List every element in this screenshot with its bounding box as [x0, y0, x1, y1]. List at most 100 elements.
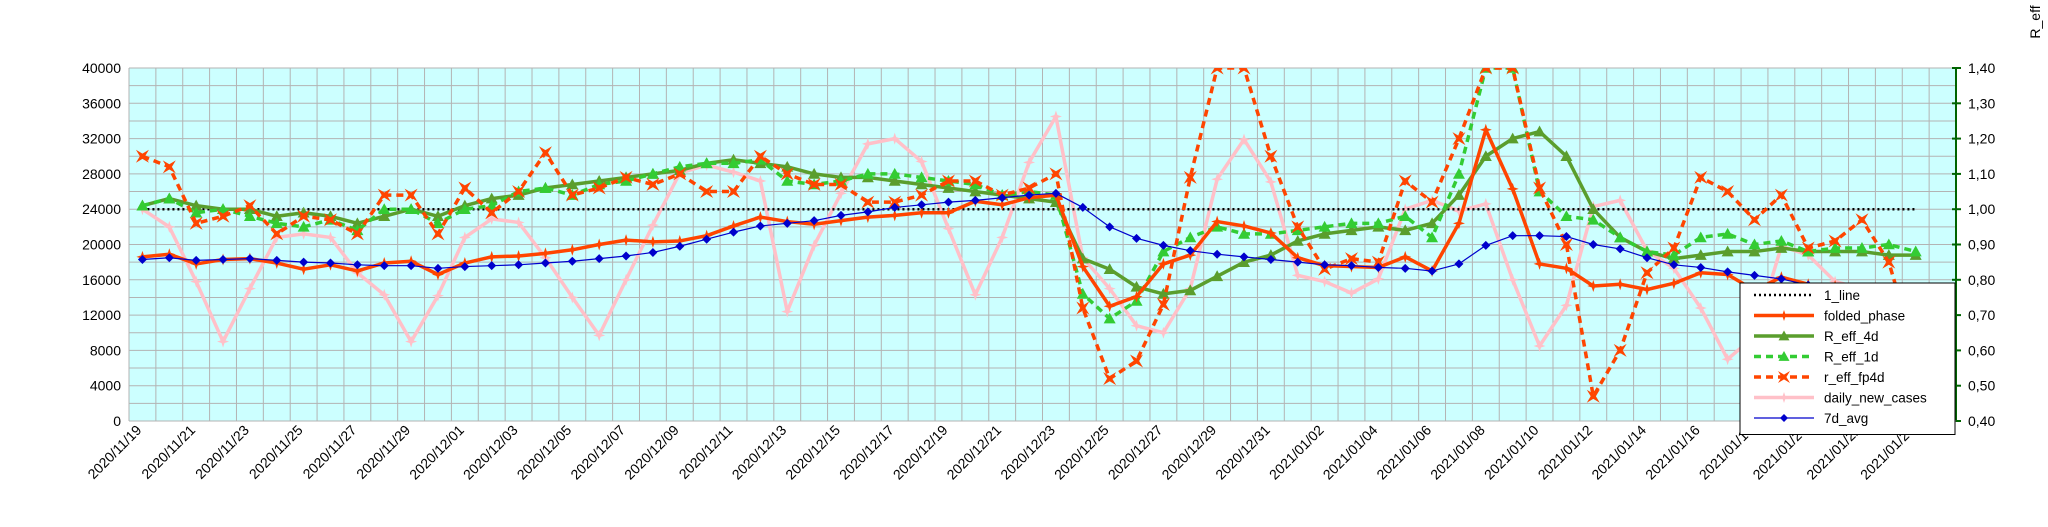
- data-point-r_eff_fp4d: [673, 167, 687, 181]
- data-point-r_eff_fp4d: [1506, 68, 1520, 75]
- data-point-daily_new_cases: [566, 291, 579, 304]
- data-point-7d_avg: [1481, 240, 1491, 250]
- data-point-7d_avg: [1696, 262, 1706, 272]
- x-tick-label: 2020/12/11: [676, 422, 736, 482]
- data-point-R_eff_1d: [539, 182, 552, 193]
- data-point-7d_avg: [1669, 260, 1679, 270]
- data-point-daily_new_cases: [1345, 287, 1358, 300]
- data-point-R_eff_1d: [1238, 227, 1251, 239]
- data-point-r_eff_fp4d: [162, 160, 176, 174]
- x-tick-label: 2020/12/01: [406, 422, 467, 483]
- data-point-folded_phase: [1452, 217, 1465, 230]
- data-point-R_eff_1d: [1641, 245, 1654, 257]
- data-point-folded_phase: [942, 206, 955, 219]
- data-point-7d_avg: [1588, 240, 1598, 249]
- data-point-R_eff_1d: [378, 203, 391, 214]
- data-point-daily_new_cases: [270, 231, 283, 244]
- data-point-7d_avg: [1642, 253, 1652, 263]
- legend-marker-folded_phase: [1778, 310, 1790, 321]
- legend-label: R_eff_4d: [1824, 329, 1879, 344]
- data-point-R_eff_4d: [431, 210, 444, 222]
- data-point-daily_new_cases: [1721, 353, 1734, 366]
- x-tick-label: 2021/01/10: [1481, 422, 1542, 483]
- data-point-folded_phase: [1238, 219, 1251, 232]
- right-axis-tick-label: 0,50: [1968, 378, 1995, 394]
- data-point-R_eff_4d: [485, 192, 498, 204]
- data-point-r_eff_fp4d: [538, 146, 552, 160]
- data-point-R_eff_4d: [1399, 224, 1412, 236]
- data-point-folded_phase: [512, 249, 525, 262]
- data-point-R_eff_1d: [1318, 220, 1331, 232]
- data-point-r_eff_fp4d: [592, 181, 606, 195]
- data-point-daily_new_cases: [1694, 302, 1707, 315]
- data-point-R_eff_1d: [1399, 210, 1412, 222]
- data-point-7d_avg: [1024, 190, 1034, 200]
- data-point-R_eff_1d: [190, 206, 203, 218]
- data-point-daily_new_cases: [727, 166, 740, 179]
- series-daily_new_cases: [136, 110, 1922, 396]
- data-point-folded_phase: [996, 198, 1009, 211]
- data-point-R_eff_1d: [1076, 287, 1089, 299]
- data-point-r_eff_fp4d: [297, 209, 311, 223]
- data-point-R_eff_4d: [1452, 189, 1465, 200]
- legend-entry: R_eff_1d: [1754, 350, 1879, 365]
- x-tick-label: 2020/11/27: [299, 422, 359, 482]
- data-point-R_eff_4d: [1533, 125, 1546, 137]
- data-point-folded_phase: [673, 234, 686, 247]
- data-point-7d_avg: [1185, 246, 1195, 256]
- x-tick-label: 2021/01/12: [1535, 422, 1596, 483]
- data-point-daily_new_cases: [163, 220, 176, 233]
- data-point-r_eff_fp4d: [1882, 255, 1896, 269]
- data-point-r_eff_fp4d: [700, 185, 714, 199]
- x-tick-label: 2020/12/03: [460, 422, 521, 483]
- x-tick-label: 2021/01/04: [1320, 422, 1381, 483]
- data-point-daily_new_cases: [1506, 273, 1519, 286]
- data-point-r_eff_fp4d: [377, 188, 391, 202]
- data-point-R_eff_1d: [700, 157, 713, 169]
- x-tick-label: 2021/01/06: [1373, 422, 1434, 483]
- data-point-R_eff_4d: [1479, 150, 1492, 162]
- data-point-r_eff_fp4d: [350, 227, 364, 241]
- data-point-daily_new_cases: [1049, 110, 1062, 123]
- data-point-folded_phase: [1560, 262, 1573, 275]
- data-point-7d_avg: [567, 256, 577, 266]
- data-point-R_eff_1d: [1587, 213, 1600, 225]
- data-point-daily_new_cases: [808, 239, 821, 252]
- data-point-folded_phase: [593, 238, 606, 251]
- legend-box: [1739, 282, 1956, 435]
- data-point-R_eff_1d: [1452, 167, 1465, 179]
- legend-marker-daily_new_cases: [1778, 392, 1790, 403]
- data-point-7d_avg: [917, 200, 927, 210]
- data-point-7d_avg: [1508, 231, 1518, 241]
- data-point-R_eff_4d: [915, 178, 928, 190]
- data-point-folded_phase: [1641, 283, 1654, 296]
- data-point-daily_new_cases: [431, 289, 444, 302]
- data-point-7d_avg: [1373, 262, 1383, 272]
- data-point-r_eff_fp4d: [1049, 167, 1063, 181]
- data-point-7d_avg: [782, 218, 792, 228]
- data-point-daily_new_cases: [1372, 272, 1385, 285]
- data-point-daily_new_cases: [593, 329, 606, 342]
- data-point-folded_phase: [1130, 290, 1143, 303]
- data-point-r_eff_fp4d: [780, 167, 794, 181]
- left-axis-tick-label: 12000: [82, 307, 121, 323]
- data-point-R_eff_1d: [136, 199, 149, 211]
- data-point-R_eff_1d: [1426, 231, 1439, 243]
- data-point-r_eff_fp4d: [1183, 170, 1197, 184]
- data-point-7d_avg: [326, 258, 336, 268]
- data-point-folded_phase: [566, 243, 579, 256]
- data-point-r_eff_fp4d: [1022, 181, 1036, 195]
- data-point-folded_phase: [727, 219, 740, 232]
- data-point-R_eff_1d: [727, 157, 740, 169]
- data-point-7d_avg: [648, 247, 658, 257]
- data-point-R_eff_4d: [566, 178, 579, 190]
- data-point-R_eff_1d: [270, 217, 283, 229]
- data-point-daily_new_cases: [1399, 203, 1412, 216]
- data-point-r_eff_fp4d: [458, 181, 472, 195]
- data-point-R_eff_1d: [1829, 242, 1842, 253]
- data-point-7d_avg: [890, 202, 900, 212]
- data-point-R_eff_4d: [1345, 224, 1358, 236]
- x-tick-label: 2020/12/31: [1212, 422, 1273, 483]
- data-point-R_eff_4d: [1103, 263, 1116, 275]
- legend-label: daily_new_cases: [1824, 391, 1927, 406]
